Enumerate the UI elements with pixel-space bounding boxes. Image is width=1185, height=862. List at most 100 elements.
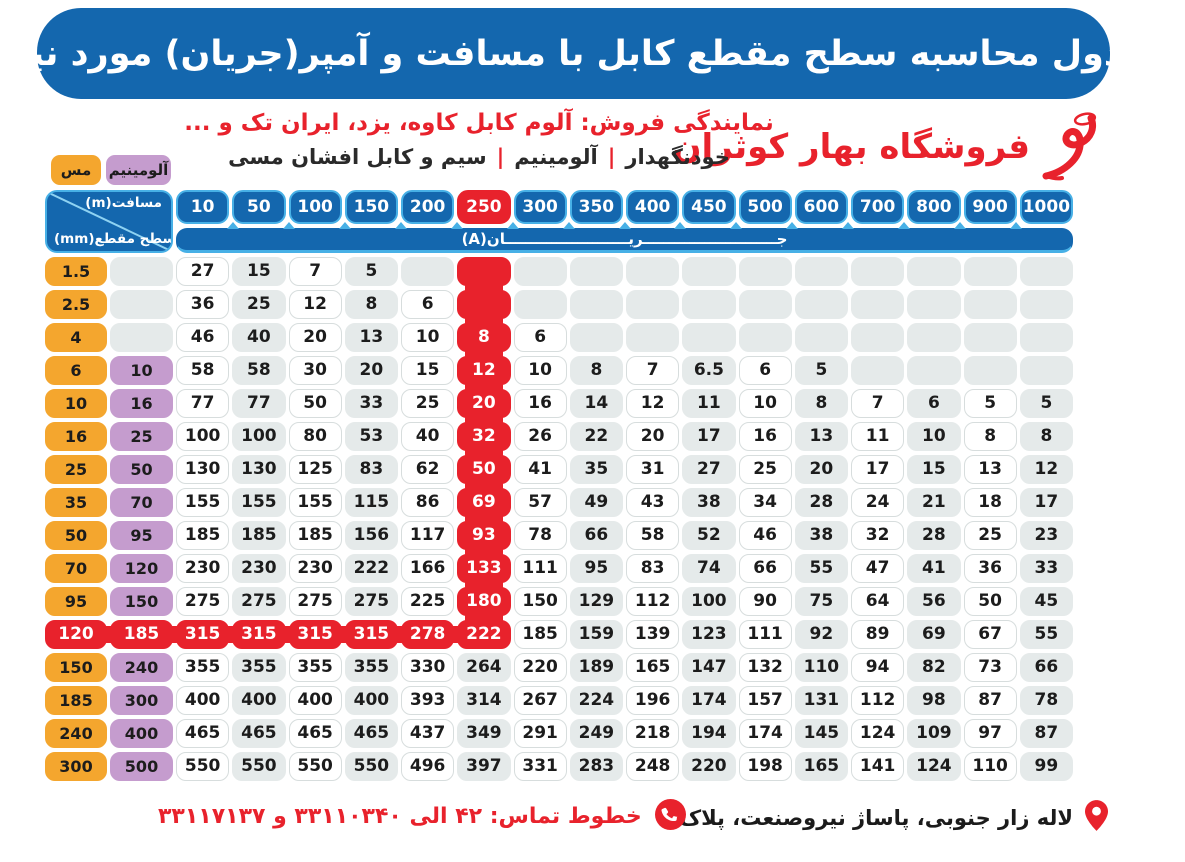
data-cell: 465 <box>232 719 286 748</box>
table-corner-cell: مسافت(m) سطح مقطع(mm) <box>45 190 173 253</box>
data-cell: 38 <box>682 488 736 517</box>
data-cell: 393 <box>401 686 455 715</box>
data-cell: 111 <box>738 620 792 649</box>
data-cell: 550 <box>344 752 398 781</box>
data-cell: 315 <box>288 620 347 649</box>
bar-triangle <box>450 222 463 229</box>
column-header-800: 800 <box>907 190 961 224</box>
data-cell: 111 <box>513 554 567 583</box>
row-header-copper: 10 <box>45 389 107 418</box>
data-cell: 189 <box>569 653 623 682</box>
data-cell: 10 <box>907 422 961 451</box>
row-header-aluminum: 240 <box>110 653 173 682</box>
row-header-copper: 95 <box>45 587 107 616</box>
data-cell: 50 <box>963 587 1017 616</box>
data-cell: 12 <box>288 290 342 319</box>
data-cell: 27 <box>682 455 736 484</box>
row-header-aluminum: 500 <box>110 752 173 781</box>
data-cell <box>457 257 511 291</box>
data-cell: 64 <box>851 587 905 616</box>
data-cell: 8 <box>1019 422 1073 451</box>
bar-triangle <box>506 222 519 229</box>
data-cell: 66 <box>738 554 792 583</box>
data-cell: 10 <box>738 389 792 418</box>
dealer-line: نمایندگی فروش: آلوم کابل کاوه، یزد، ایرا… <box>184 110 774 136</box>
data-cell: 248 <box>626 752 680 781</box>
data-cell: 198 <box>738 752 792 781</box>
row-header-aluminum: 70 <box>110 488 173 517</box>
data-cell: 315 <box>176 620 234 649</box>
column-header-150: 150 <box>344 190 398 224</box>
data-cell: 47 <box>851 554 905 583</box>
data-cell: 550 <box>288 752 342 781</box>
data-cell: 330 <box>401 653 455 682</box>
data-cell: 275 <box>288 587 342 616</box>
data-cell: 95 <box>569 554 623 583</box>
data-cell: 355 <box>232 653 286 682</box>
data-cell: 109 <box>907 719 961 748</box>
data-cell: 32 <box>457 422 511 456</box>
products-part: خودنگهدار <box>625 145 730 169</box>
data-cell: 112 <box>626 587 680 616</box>
data-cell <box>794 257 848 286</box>
data-cell: 110 <box>794 653 848 682</box>
data-cell: 13 <box>794 422 848 451</box>
data-cell: 36 <box>176 290 230 319</box>
data-cell: 437 <box>401 719 455 748</box>
data-cell: 56 <box>907 587 961 616</box>
data-cell: 224 <box>569 686 623 715</box>
data-cell: 230 <box>232 554 286 583</box>
data-cell: 6 <box>401 290 455 319</box>
data-cell: 159 <box>569 620 623 649</box>
store-name: فروشگاه بهار کوثران <box>672 127 1031 167</box>
data-cell: 83 <box>344 455 398 484</box>
data-cell <box>963 257 1017 286</box>
data-cell: 141 <box>851 752 905 781</box>
data-cell: 46 <box>738 521 792 550</box>
material-legend: مس آلومینیم <box>51 155 171 185</box>
column-header-400: 400 <box>626 190 680 224</box>
data-cell: 155 <box>288 488 342 517</box>
data-cell: 165 <box>626 653 680 682</box>
data-cell: 220 <box>682 752 736 781</box>
data-cell: 35 <box>569 455 623 484</box>
bar-triangle <box>1010 222 1023 229</box>
data-cell: 36 <box>963 554 1017 583</box>
page-title: جدول محاسبه سطح مقطع کابل با مسافت و آمپ… <box>0 33 1150 74</box>
data-cell: 156 <box>344 521 398 550</box>
column-header-100: 100 <box>288 190 342 224</box>
bar-triangle <box>338 222 351 229</box>
data-cell <box>794 290 848 319</box>
data-cell: 6 <box>513 323 567 352</box>
column-header-900: 900 <box>963 190 1017 224</box>
data-cell: 41 <box>907 554 961 583</box>
data-cell: 17 <box>851 455 905 484</box>
data-cell: 222 <box>457 620 511 649</box>
data-cell: 124 <box>907 752 961 781</box>
products-part: آلومینیم <box>514 145 598 169</box>
row-header-aluminum <box>110 257 173 286</box>
data-cell: 275 <box>232 587 286 616</box>
data-cell: 20 <box>457 389 511 423</box>
data-cell <box>513 257 567 286</box>
data-cell: 465 <box>288 719 342 748</box>
data-cell <box>1019 257 1073 286</box>
data-cell: 283 <box>569 752 623 781</box>
row-header-copper: 300 <box>45 752 107 781</box>
distance-label: مسافت(m) <box>85 195 162 211</box>
data-cell: 264 <box>457 653 511 682</box>
phone-line: خطوط تماس: ۴۲ الی ۳۳۱۱۰۳۴۰ و ۳۳۱۱۷۱۳۷ <box>158 799 686 834</box>
header-banner: جدول محاسبه سطح مقطع کابل با مسافت و آمپ… <box>0 8 1149 99</box>
data-cell <box>963 290 1017 319</box>
data-cell: 31 <box>626 455 680 484</box>
data-cell: 139 <box>626 620 680 649</box>
data-cell: 230 <box>176 554 230 583</box>
data-cell <box>794 323 848 352</box>
data-cell: 90 <box>738 587 792 616</box>
data-cell: 25 <box>738 455 792 484</box>
data-cell: 92 <box>794 620 848 649</box>
data-cell <box>569 257 623 286</box>
data-cell: 74 <box>682 554 736 583</box>
column-header-1000: 1000 <box>1019 190 1073 224</box>
data-cell: 10 <box>401 323 455 352</box>
